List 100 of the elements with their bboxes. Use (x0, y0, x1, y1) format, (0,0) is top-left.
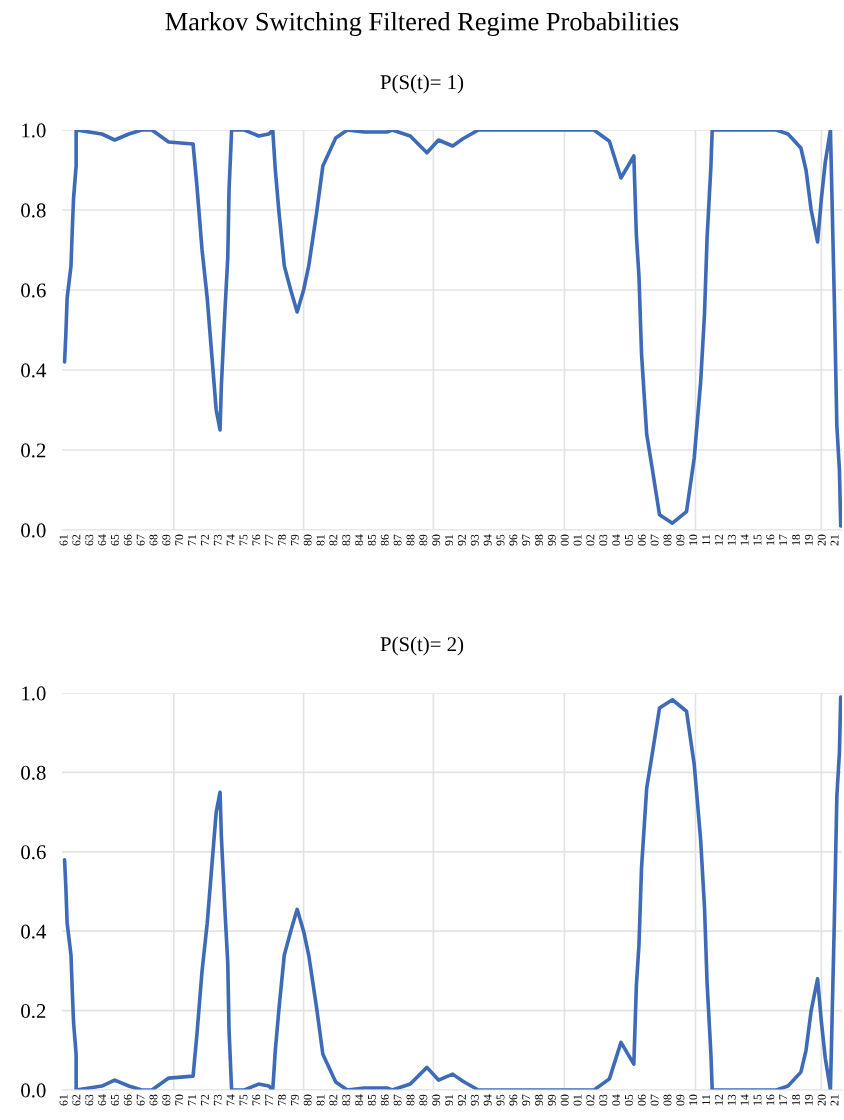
y-tick-label: 0.0 (21, 523, 46, 538)
x-tick-label: 98 (535, 534, 543, 546)
x-tick-label: 74 (226, 534, 235, 546)
y-tick-label: 0.4 (21, 363, 47, 378)
x-tick-label: 71 (188, 1094, 196, 1106)
x-tick-label: 88 (406, 534, 415, 546)
x-tick-label: 75 (239, 1094, 248, 1106)
x-tick-label: 85 (367, 1094, 376, 1106)
x-tick-label: 72 (200, 534, 209, 546)
chart-title: Markov Switching Filtered Regime Probabilities (165, 12, 679, 36)
y-tick-label: 0.2 (21, 443, 46, 458)
x-tick-label: 77 (265, 1094, 274, 1106)
x-tick-label: 95 (496, 1094, 505, 1106)
x-tick-label: 81 (316, 534, 325, 546)
x-tick-label: 96 (509, 1094, 518, 1106)
x-tick-label: 16 (766, 1094, 775, 1105)
x-tick-label: 90 (432, 1094, 441, 1106)
x-tick-label: 16 (766, 534, 775, 545)
x-tick-label: 69 (162, 1094, 171, 1106)
x-tick-label: 99 (547, 534, 556, 546)
x-tick-label: 06 (637, 1094, 646, 1106)
x-tick-label: 70 (175, 1094, 184, 1106)
x-tick-label: 89 (419, 1094, 428, 1106)
x-tick-label: 84 (355, 534, 364, 546)
x-tick-label: 85 (367, 534, 376, 546)
x-tick-label: 73 (213, 534, 222, 546)
x-tick-label: 15 (753, 1094, 762, 1105)
x-tick-label: 83 (342, 1094, 351, 1106)
x-tick-label: 18 (792, 1094, 800, 1105)
line-series (62, 695, 842, 1090)
x-tick-label: 92 (457, 534, 466, 546)
x-tick-label: 20 (817, 534, 826, 546)
x-tick-label: 95 (496, 534, 505, 546)
chart-subtitle: P(S(t)= 2) (380, 636, 464, 656)
x-tick-label: 66 (123, 534, 132, 546)
x-tick-label: 04 (612, 1094, 621, 1106)
x-tick-label: 14 (740, 1094, 749, 1105)
x-tick-label: 90 (432, 534, 441, 546)
x-tick-label: 94 (483, 1094, 492, 1106)
x-tick-label: 89 (419, 534, 428, 546)
x-tick-label: 68 (149, 1094, 158, 1106)
x-tick-label: 94 (483, 534, 492, 546)
x-tick-label: 80 (303, 534, 312, 546)
x-tick-label: 88 (406, 1094, 415, 1106)
x-tick-label: 81 (316, 1094, 325, 1106)
x-tick-label: 08 (663, 534, 672, 546)
x-tick-label: 72 (200, 1094, 209, 1106)
y-tick-label: 0.6 (21, 845, 46, 860)
y-tick-label: 0.8 (21, 203, 46, 218)
chart-subtitle: P(S(t)= 1) (380, 74, 464, 94)
x-tick-label: 78 (278, 1094, 286, 1106)
x-tick-label: 11 (702, 1094, 710, 1105)
x-tick-label: 67 (136, 1094, 145, 1106)
x-tick-label: 12 (714, 534, 723, 545)
x-tick-label: 09 (676, 1094, 685, 1106)
x-tick-label: 08 (663, 1094, 672, 1106)
x-tick-label: 61 (59, 1094, 68, 1106)
x-tick-label: 05 (624, 534, 633, 546)
x-tick-label: 61 (59, 534, 68, 546)
x-tick-label: 10 (689, 1094, 698, 1105)
x-tick-label: 20 (817, 1094, 826, 1106)
x-tick-label: 64 (98, 534, 107, 546)
x-tick-label: 79 (290, 534, 299, 546)
x-tick-label: 21 (830, 1094, 839, 1106)
x-tick-label: 93 (470, 1094, 479, 1106)
x-tick-label: 96 (509, 534, 518, 546)
x-tick-label: 01 (573, 1094, 582, 1106)
x-tick-label: 76 (252, 534, 261, 546)
x-tick-label: 86 (380, 1094, 389, 1106)
x-tick-label: 00 (560, 1094, 569, 1106)
x-tick-label: 05 (624, 1094, 633, 1106)
x-tick-label: 17 (779, 1094, 788, 1105)
x-tick-label: 13 (727, 534, 736, 545)
y-tick-label: 0.8 (21, 765, 46, 780)
x-tick-label: 68 (149, 534, 158, 546)
x-tick-label: 82 (329, 534, 338, 546)
x-tick-label: 10 (689, 534, 698, 545)
x-tick-label: 65 (110, 1094, 119, 1106)
x-tick-label: 91 (445, 1094, 454, 1106)
y-tick-label: 0.4 (21, 924, 47, 939)
x-tick-label: 82 (329, 1094, 338, 1106)
x-tick-label: 63 (85, 1094, 94, 1106)
x-tick-label: 09 (676, 534, 685, 546)
x-tick-label: 19 (804, 1094, 813, 1105)
x-tick-label: 83 (342, 534, 351, 546)
x-tick-label: 07 (650, 534, 659, 546)
x-tick-label: 02 (586, 1094, 595, 1106)
x-tick-label: 98 (535, 1094, 543, 1106)
x-tick-label: 62 (72, 1094, 81, 1106)
x-tick-label: 66 (123, 1094, 132, 1106)
x-tick-label: 84 (355, 1094, 364, 1106)
x-tick-label: 76 (252, 1094, 261, 1106)
x-tick-label: 93 (470, 534, 479, 546)
x-tick-label: 67 (136, 534, 145, 546)
y-tick-label: 1.0 (22, 123, 46, 138)
y-tick-label: 0.2 (21, 1003, 46, 1019)
x-tick-label: 15 (753, 534, 762, 545)
x-tick-label: 64 (98, 1094, 107, 1106)
y-tick-label: 1.0 (22, 686, 46, 701)
x-tick-label: 78 (278, 534, 286, 546)
